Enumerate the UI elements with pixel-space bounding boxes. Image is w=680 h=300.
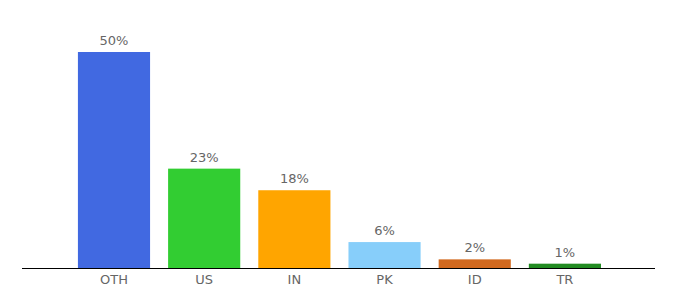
- data-label: 6%: [374, 223, 395, 238]
- x-tick-label: PK: [376, 272, 393, 287]
- data-labels: 50% 23% 18% 6% 2% 1%: [100, 33, 576, 260]
- x-tick-label: US: [195, 272, 213, 287]
- x-tick-label: OTH: [100, 272, 128, 287]
- data-label: 18%: [280, 171, 309, 186]
- data-label: 23%: [190, 150, 219, 165]
- data-label: 50%: [100, 33, 129, 48]
- data-label: 1%: [555, 245, 576, 260]
- bar: [348, 242, 420, 268]
- bar: [258, 190, 330, 268]
- x-axis-line: [22, 268, 655, 269]
- chart: 50% 23% 18% 6% 2% 1% OTH US IN PK ID TR: [0, 0, 680, 300]
- x-tick-label: IN: [288, 272, 302, 287]
- x-axis: OTH US IN PK ID TR: [22, 269, 655, 288]
- bar: [439, 259, 511, 268]
- x-tick-label: TR: [555, 272, 573, 287]
- x-tick: TR: [555, 272, 573, 287]
- x-tick-label: ID: [468, 272, 482, 287]
- bar: [78, 52, 150, 268]
- bar: [529, 264, 601, 268]
- bar: [168, 169, 240, 268]
- x-tick: ID: [468, 272, 482, 287]
- x-tick: IN: [288, 272, 302, 287]
- x-tick: OTH: [100, 272, 128, 287]
- data-label: 2%: [464, 240, 485, 255]
- x-tick: PK: [376, 272, 393, 287]
- x-tick: US: [195, 272, 213, 287]
- bars: [78, 52, 601, 268]
